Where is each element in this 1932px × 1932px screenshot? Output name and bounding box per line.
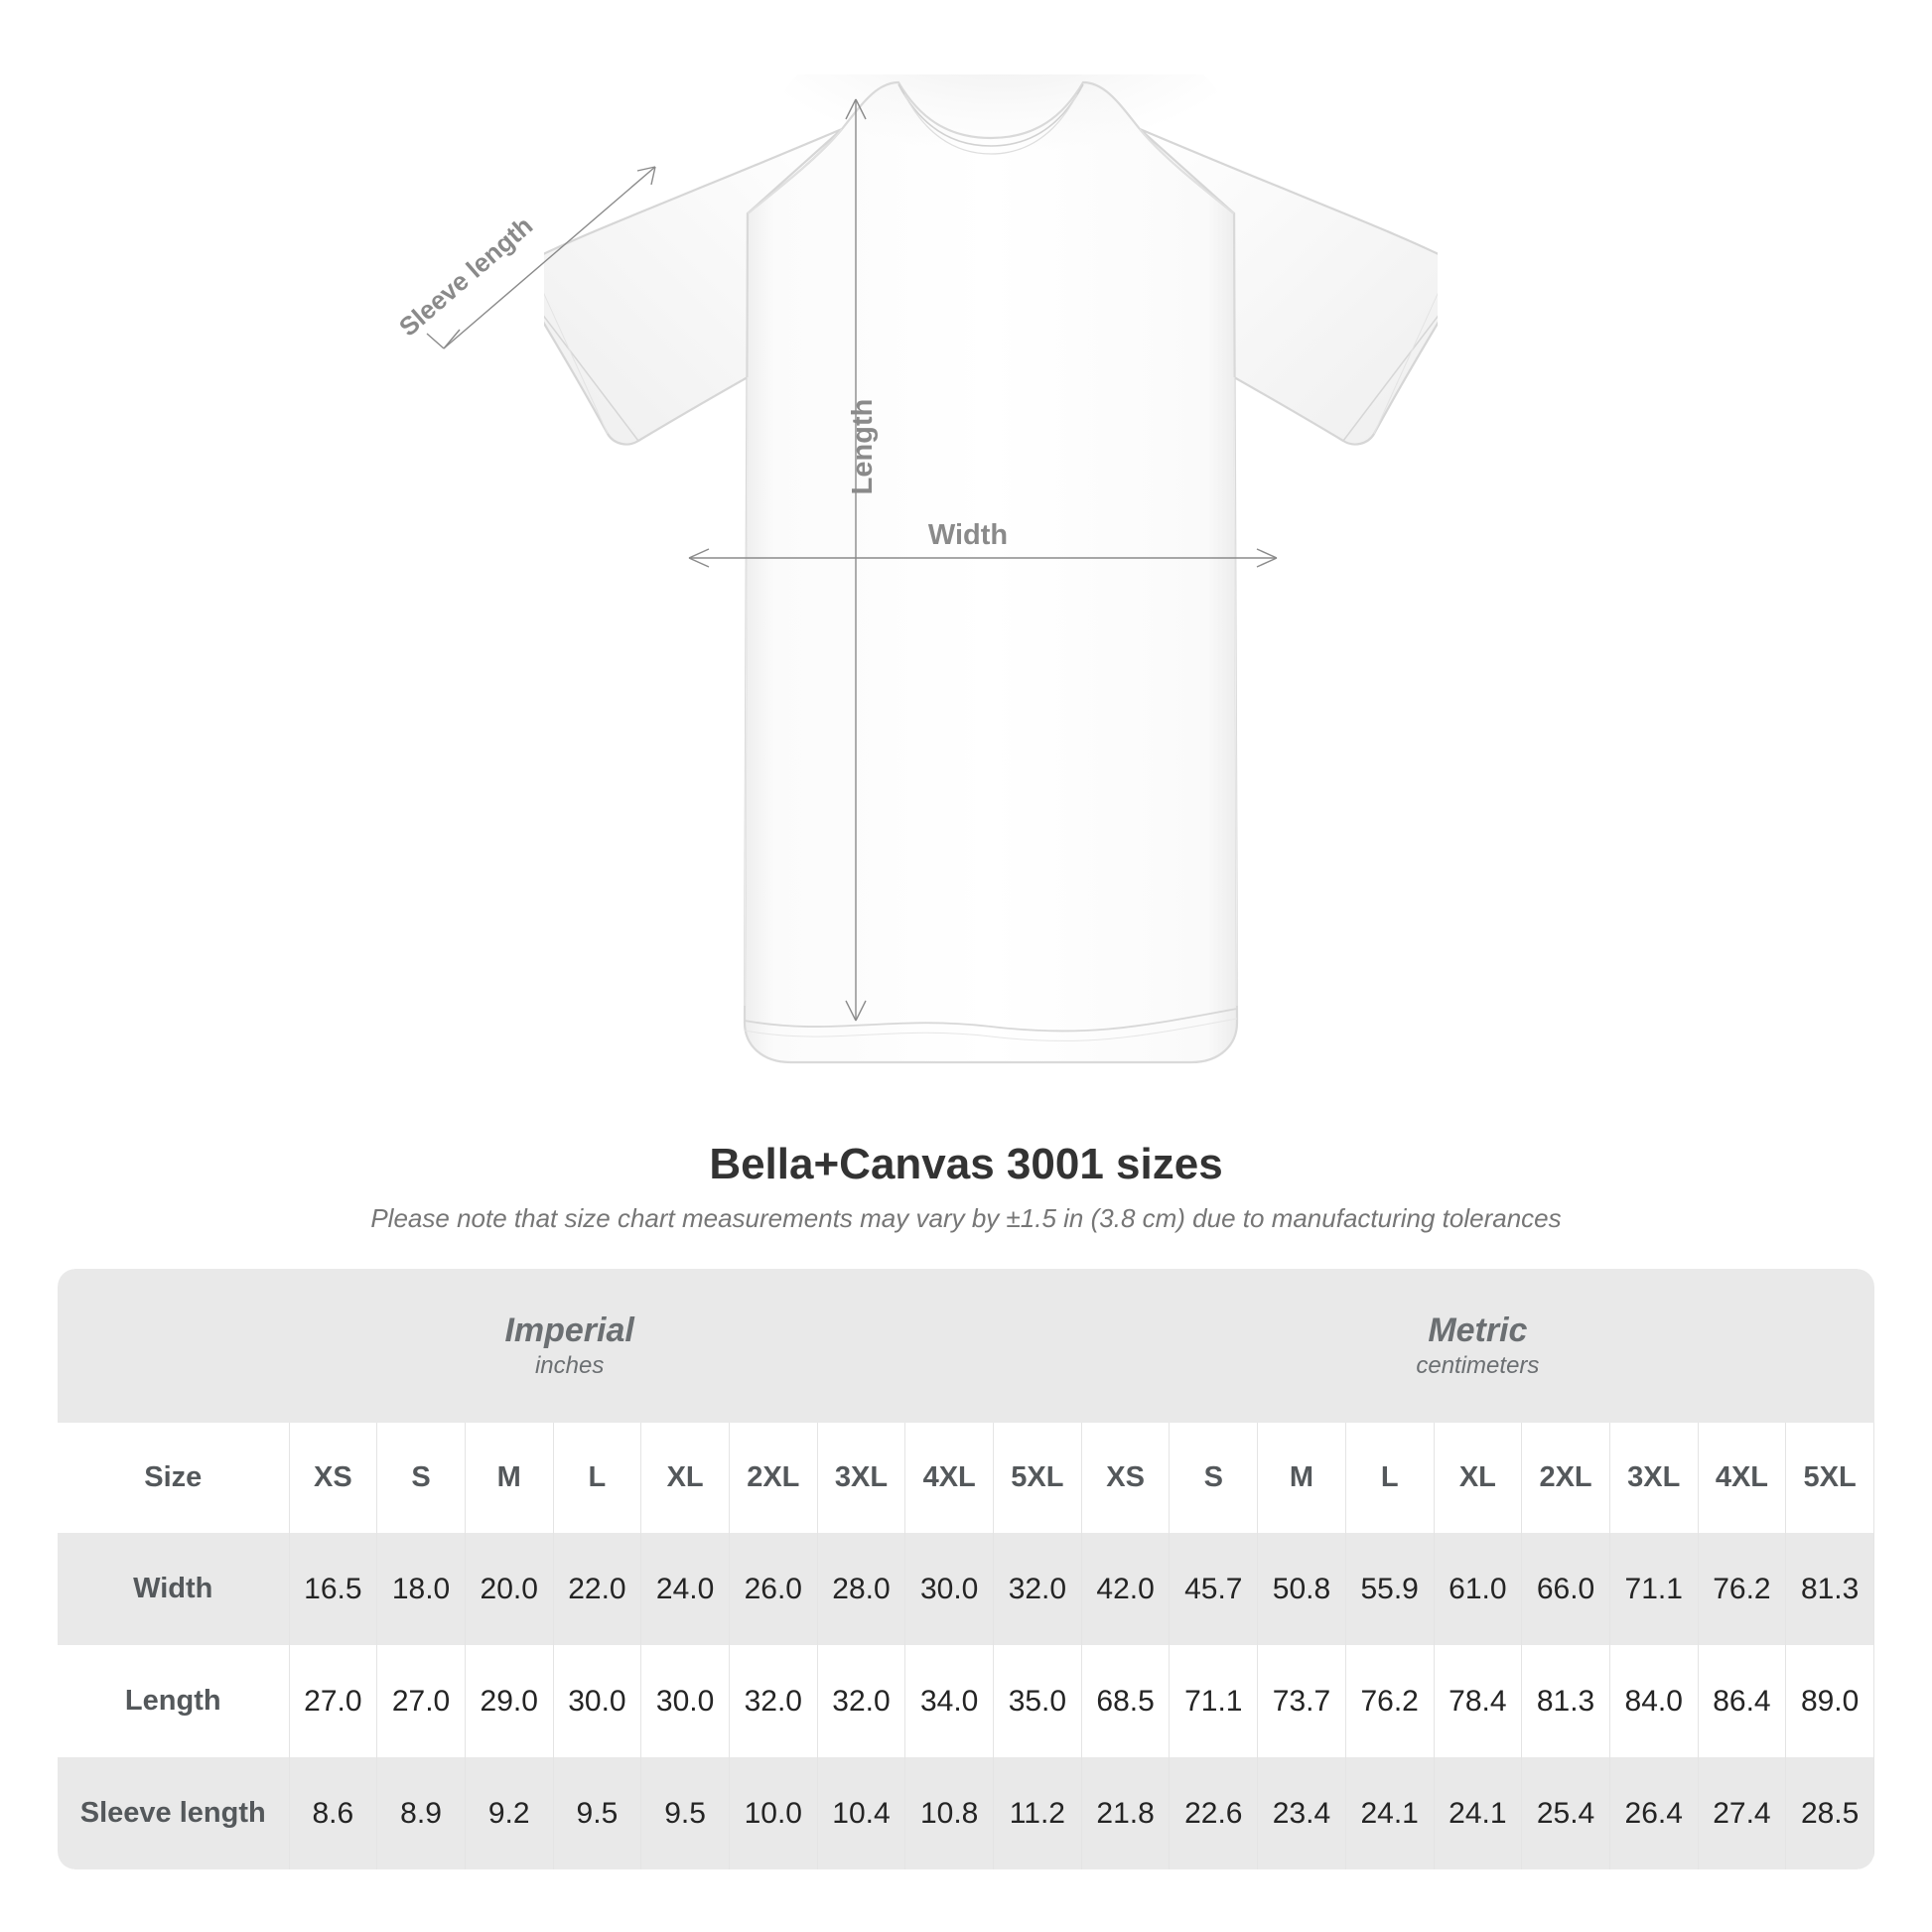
svg-text:Width: Width xyxy=(928,519,1008,551)
svg-text:Length: Length xyxy=(847,399,879,495)
svg-text:Sleeve length: Sleeve length xyxy=(393,210,538,343)
